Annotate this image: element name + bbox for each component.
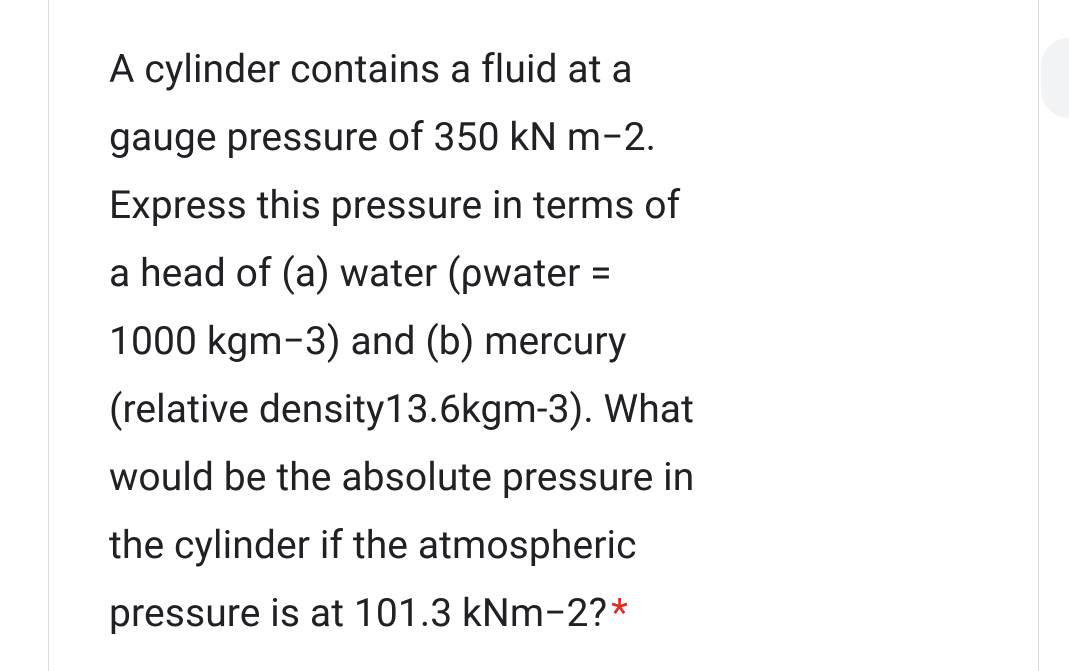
question-text: A cylinder contains a fluid at a gauge p…	[109, 35, 988, 647]
question-line: A cylinder contains a fluid at a	[109, 46, 633, 92]
question-line: would be the absolute pressure in	[109, 454, 694, 500]
decorative-corner	[1041, 38, 1069, 118]
question-line: Express this pressure in terms of	[109, 182, 680, 228]
question-line: 1000 kgm−3) and (b) mercury	[109, 318, 627, 364]
question-line: gauge pressure of 350 kN m−2.	[109, 114, 656, 160]
question-card: A cylinder contains a fluid at a gauge p…	[48, 0, 1039, 671]
required-asterisk: *	[611, 590, 628, 636]
question-line: (relative density13.6kgm-3). What	[109, 386, 694, 432]
question-line: pressure is at 101.3 kNm−2?	[109, 590, 607, 636]
question-line: the cylinder if the atmospheric	[109, 522, 637, 568]
question-line: a head of (a) water (ρwater =	[109, 250, 612, 296]
